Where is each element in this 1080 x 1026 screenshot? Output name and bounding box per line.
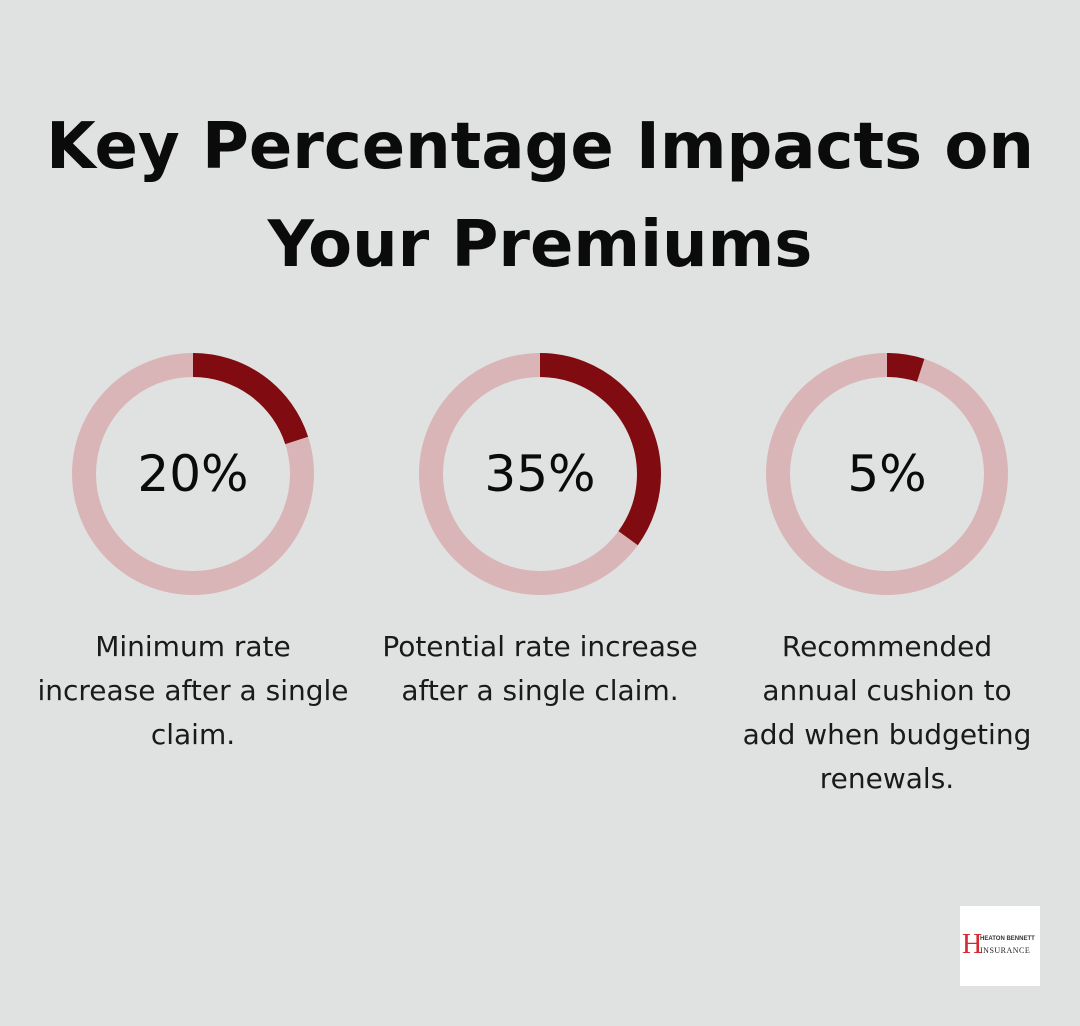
logo-line-2: INSURANCE xyxy=(980,946,1031,955)
description-2: Potential rate increase after a single c… xyxy=(382,630,698,707)
donut-chart-1: 20% xyxy=(72,353,314,595)
description-3: Recommended annual cushion to add when b… xyxy=(742,630,1032,795)
donut-chart-2: 35% xyxy=(419,353,661,595)
donut-value-arc xyxy=(766,353,1008,595)
donut-value-arc xyxy=(419,353,661,595)
logo-letter: H xyxy=(962,929,983,960)
donut-chart-3: 5% xyxy=(766,353,1008,595)
company-logo: H HEATON BENNETT INSURANCE xyxy=(960,906,1040,986)
donut-value-arc xyxy=(72,353,314,595)
description-1: Minimum rate increase after a single cla… xyxy=(37,630,349,751)
donut-value-label: 20% xyxy=(137,445,249,503)
logo-line-1: HEATON BENNETT xyxy=(980,936,1035,942)
donut-value-label: 35% xyxy=(484,445,596,503)
page-title: Key Percentage Impacts on Your Premiums xyxy=(46,110,1034,282)
donut-value-label: 5% xyxy=(847,445,927,503)
